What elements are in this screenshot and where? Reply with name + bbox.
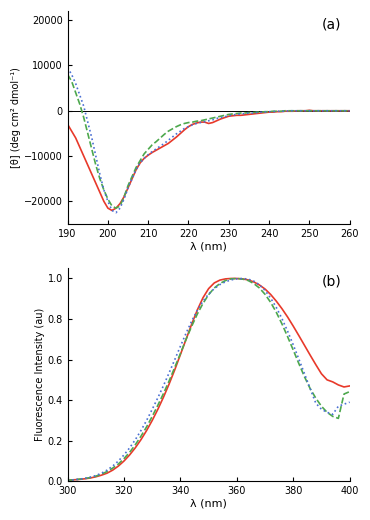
Text: (b): (b) <box>322 275 341 289</box>
X-axis label: λ (nm): λ (nm) <box>190 499 227 509</box>
Y-axis label: Fluorescence Intensity (au): Fluorescence Intensity (au) <box>35 308 45 441</box>
Y-axis label: [θ] (deg cm² dmol⁻¹): [θ] (deg cm² dmol⁻¹) <box>11 67 21 168</box>
Text: (a): (a) <box>322 18 341 32</box>
X-axis label: λ (nm): λ (nm) <box>190 242 227 252</box>
